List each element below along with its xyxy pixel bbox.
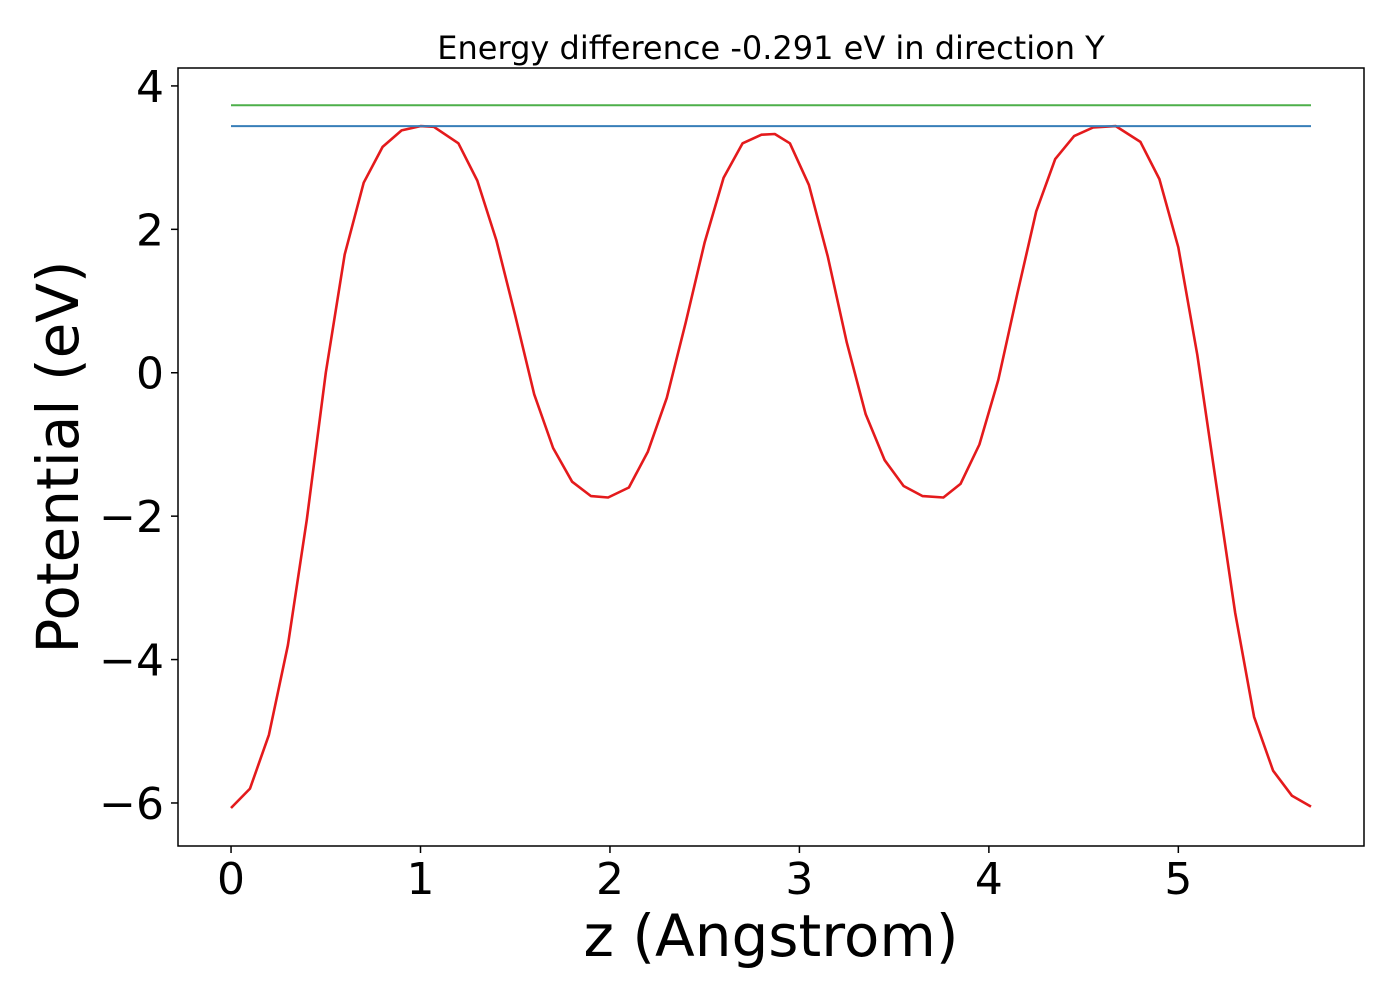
x-tick-label: 2 xyxy=(596,854,624,905)
plot-frame xyxy=(177,67,1365,847)
x-axis-label: z (Angstrom) xyxy=(584,902,959,970)
y-tick-label: −2 xyxy=(99,492,164,543)
y-tick-label: 0 xyxy=(136,349,164,400)
x-tick-label: 1 xyxy=(407,854,435,905)
y-tick-label: 4 xyxy=(136,62,164,113)
series-layer xyxy=(230,104,1312,809)
y-tick-label: −6 xyxy=(99,779,164,830)
y-axis-ticks: −6 −4 −2 0 2 4 xyxy=(99,62,178,830)
chart-title: Energy difference -0.291 eV in direction… xyxy=(437,29,1105,67)
x-axis-ticks: 0 1 2 3 4 5 xyxy=(217,846,1192,905)
x-tick-label: 0 xyxy=(217,854,245,905)
x-tick-label: 3 xyxy=(785,854,813,905)
x-tick-label: 5 xyxy=(1164,854,1192,905)
y-tick-label: −4 xyxy=(99,636,164,687)
series-line-0 xyxy=(230,124,1312,809)
x-tick-label: 4 xyxy=(975,854,1003,905)
y-tick-label: 2 xyxy=(136,205,164,256)
y-axis-label: Potential (eV) xyxy=(24,260,92,653)
